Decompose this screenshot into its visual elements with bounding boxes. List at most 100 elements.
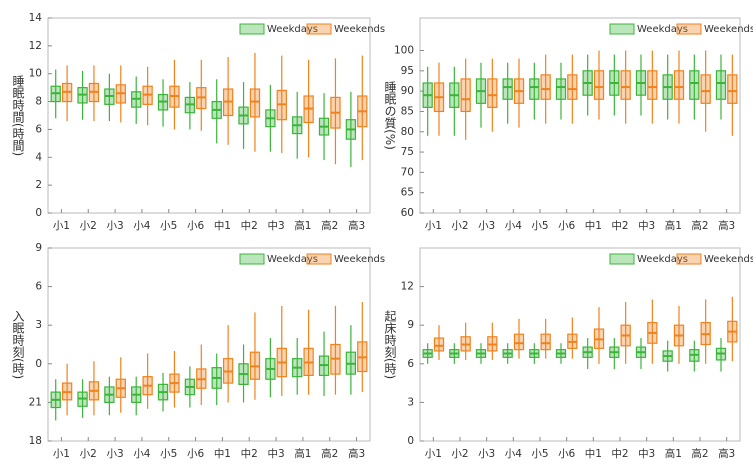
x-tick-label: 高2	[691, 219, 708, 232]
x-tick-label: 高1	[294, 447, 311, 460]
y-tick-label: 12	[29, 40, 42, 52]
y-axis-label: 起床時刻(時)	[383, 309, 397, 379]
x-tick-label: 小5	[160, 220, 177, 232]
legend-label: Weekends	[334, 24, 385, 35]
legend-swatch	[609, 23, 635, 35]
y-tick-label: 90	[401, 85, 414, 97]
box	[727, 74, 738, 104]
y-tick-label: 70	[401, 166, 414, 178]
y-tick-label: 3	[407, 396, 414, 408]
y-tick-label: 10	[29, 68, 42, 80]
y-tick-label: 8	[35, 96, 42, 108]
legend-label: Weekdays	[637, 254, 688, 265]
plot-area	[419, 17, 741, 214]
y-tick-label: 9	[407, 319, 414, 331]
x-tick-label: 小4	[505, 448, 522, 460]
x-tick-label: 小3	[106, 448, 123, 460]
y-tick-label: 0	[35, 207, 42, 219]
legend-swatch	[609, 253, 635, 265]
x-tick-label: 小1	[53, 220, 70, 232]
x-tick-label: 小6	[187, 220, 204, 232]
x-tick-label: 高3	[718, 447, 735, 460]
y-tick-label: 3	[35, 319, 42, 331]
x-tick-label: 小2	[80, 220, 97, 232]
x-tick-label: 中1	[214, 219, 231, 232]
x-tick-label: 中3	[638, 447, 655, 460]
x-tick-label: 小6	[187, 448, 204, 460]
box	[487, 78, 498, 108]
box	[529, 78, 540, 100]
y-axis-label: 睡眠の質(%)	[383, 81, 397, 150]
box	[593, 70, 605, 100]
box	[540, 333, 551, 351]
y-tick-label: 6	[35, 123, 42, 135]
x-tick-label: 高2	[691, 447, 708, 460]
x-tick-label: 高1	[294, 219, 311, 232]
x-tick-label: 高3	[348, 447, 365, 460]
y-axis-label: 入眠時刻(時)	[11, 310, 25, 379]
legend-label: Weekends	[704, 24, 753, 35]
x-tick-label: 中2	[611, 447, 628, 460]
legend-label: Weekdays	[267, 254, 318, 265]
legend-label: Weekdays	[637, 24, 688, 35]
y-tick-label: 75	[401, 146, 414, 158]
x-tick-label: 中1	[585, 219, 602, 232]
x-tick-label: 高2	[321, 219, 338, 232]
y-tick-label: 14	[29, 12, 43, 24]
x-tick-label: 高1	[665, 219, 682, 232]
x-tick-label: 小2	[451, 448, 468, 460]
legend-swatch	[306, 23, 332, 35]
x-tick-label: 小5	[531, 220, 548, 232]
x-tick-label: 小5	[160, 448, 177, 460]
y-tick-label: 0	[35, 358, 42, 370]
x-tick-label: 小3	[478, 448, 495, 460]
x-tick-label: 高3	[718, 219, 735, 232]
x-tick-label: 中2	[611, 219, 628, 232]
legend-label: Weekdays	[267, 24, 318, 35]
y-axis-label: 睡眠時間(時間)	[11, 74, 25, 156]
box	[567, 74, 578, 100]
x-tick-label: 小1	[53, 448, 70, 460]
x-tick-label: 中1	[585, 447, 602, 460]
box	[433, 337, 445, 352]
x-tick-label: 小6	[558, 448, 575, 460]
y-tick-label: 6	[407, 358, 414, 370]
box	[715, 70, 727, 100]
box	[555, 78, 567, 100]
legend-label: Weekends	[334, 254, 385, 265]
legend-swatch	[239, 253, 265, 265]
x-tick-label: 小2	[451, 220, 468, 232]
x-tick-label: 高3	[348, 219, 365, 232]
x-tick-label: 小5	[531, 448, 548, 460]
legend-swatch	[239, 23, 265, 35]
box	[513, 333, 525, 351]
y-tick-label: 21	[29, 396, 42, 408]
legend-label: Weekends	[704, 254, 753, 265]
y-tick-label: 4	[35, 151, 42, 163]
panel: 0 2 4 6 8 10 12 14 睡眠時間(時間) 小1 小2 小3 小4 小5 小6 中1 中2 中3 高1 高…	[11, 12, 385, 232]
y-tick-label: 60	[401, 207, 414, 219]
y-tick-label: 12	[401, 281, 414, 293]
x-tick-label: 小1	[425, 448, 442, 460]
x-tick-label: 中2	[241, 219, 258, 232]
box	[540, 74, 551, 100]
y-tick-label: 85	[401, 105, 414, 117]
x-tick-label: 小4	[133, 220, 150, 232]
box	[700, 74, 711, 104]
panel: 60 65 70 75 80 85 90 95 100 睡眠の質(%) 小1 小2 小3 小4 小5 小6 中1…	[383, 17, 753, 232]
legend-swatch	[676, 253, 702, 265]
plot-area	[47, 247, 371, 442]
x-tick-label: 中1	[214, 447, 231, 460]
x-tick-label: 小4	[505, 220, 522, 232]
x-tick-label: 小3	[478, 220, 495, 232]
y-tick-label: 9	[35, 242, 42, 254]
x-tick-label: 中3	[638, 219, 655, 232]
y-tick-label: 95	[401, 65, 414, 77]
box	[620, 70, 631, 100]
x-tick-label: 小4	[133, 448, 150, 460]
y-tick-label: 65	[401, 187, 414, 199]
x-tick-label: 小6	[558, 220, 575, 232]
box	[647, 70, 658, 100]
x-tick-label: 高1	[665, 447, 682, 460]
y-tick-label: 80	[401, 126, 414, 138]
